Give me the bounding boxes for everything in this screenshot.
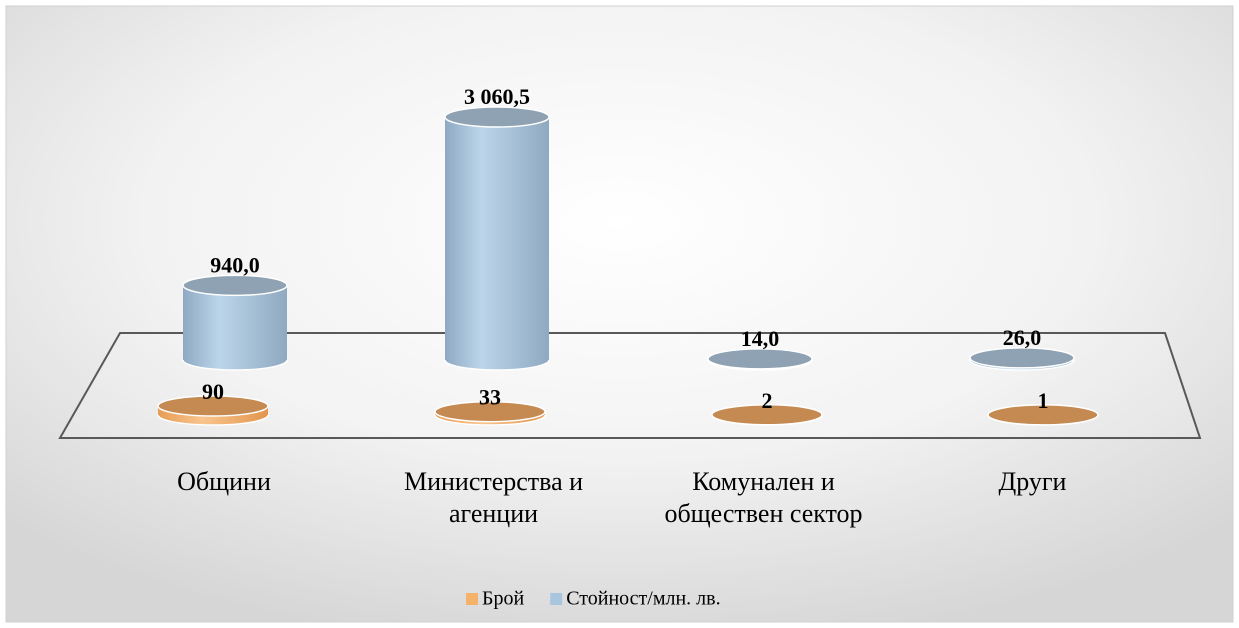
legend-swatch bbox=[466, 593, 478, 605]
floor bbox=[58, 332, 1202, 439]
cylinder-top bbox=[434, 400, 546, 423]
cylinder-top bbox=[987, 404, 1099, 426]
data-label: 1 bbox=[1038, 388, 1049, 413]
data-label: 940,0 bbox=[210, 252, 260, 277]
data-label: 90 bbox=[202, 379, 224, 404]
data-label: 14,0 bbox=[741, 326, 780, 351]
x-tick-label: Общини bbox=[177, 467, 271, 496]
x-tick-label: Други bbox=[998, 467, 1067, 496]
data-label: 3 060,5 bbox=[464, 84, 530, 109]
cylinder-top bbox=[444, 106, 550, 128]
x-tick-label: Комунален и обществен сектор bbox=[664, 467, 863, 528]
cylinder-top bbox=[707, 348, 813, 370]
x-tick-label: Министерства и агенции bbox=[403, 467, 584, 528]
cylinder-top bbox=[182, 274, 288, 297]
legend-label: Брой bbox=[482, 588, 524, 610]
legend-label: Стойност/млн. лв. bbox=[566, 588, 720, 610]
cylinder-top bbox=[157, 395, 269, 417]
bar bbox=[445, 117, 549, 360]
bar bbox=[183, 285, 287, 360]
data-label: 2 bbox=[762, 388, 773, 413]
data-label: 26,0 bbox=[1003, 325, 1042, 350]
data-label: 33 bbox=[479, 385, 501, 410]
cylinder-top bbox=[969, 347, 1075, 369]
cylinder-top bbox=[711, 404, 823, 426]
legend-swatch bbox=[550, 593, 563, 605]
